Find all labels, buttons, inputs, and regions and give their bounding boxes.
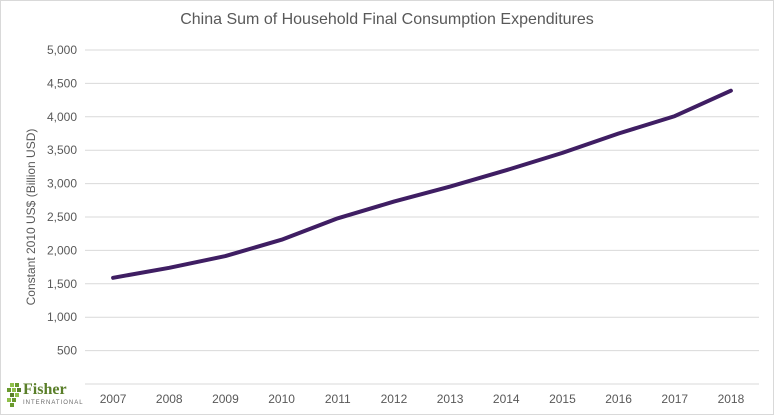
x-tick-label: 2011	[325, 392, 351, 406]
x-tick-label: 2007	[100, 392, 127, 406]
logo-subtitle: INTERNATIONAL	[23, 400, 84, 406]
series-layer	[111, 88, 733, 280]
x-tick-label: 2008	[156, 392, 183, 406]
series-line	[111, 88, 733, 280]
data-point	[393, 201, 395, 203]
data-point	[168, 267, 170, 269]
x-tick-label: 2015	[549, 392, 576, 406]
data-point	[224, 255, 226, 257]
x-tick-label: 2017	[661, 392, 688, 406]
x-tick-labels: 2007 2008 2009 2010 2011 2012 2013 2014 2015 2016…	[100, 392, 745, 406]
y-tick-label: 2,500	[47, 210, 77, 224]
y-tick-label: 1,500	[47, 277, 77, 291]
y-tick-label: 500	[57, 344, 77, 358]
x-tick-label: 2012	[381, 392, 408, 406]
x-tick-label: 2009	[212, 392, 239, 406]
data-point	[618, 133, 620, 134]
x-tick-label: 2010	[268, 392, 295, 406]
y-axis-title: Constant 2010 US$ (Billion USD)	[24, 129, 38, 306]
chart-title: China Sum of Household Final Consumption…	[180, 11, 594, 28]
x-tick-label: 2014	[493, 392, 520, 406]
data-point	[561, 152, 563, 154]
y-tick-label: 3,500	[47, 143, 77, 157]
x-tick-label: 2013	[437, 392, 464, 406]
y-tick-label: 2,000	[47, 243, 77, 257]
data-point	[112, 277, 114, 279]
data-point	[674, 115, 676, 117]
data-point	[505, 169, 507, 171]
y-tick-label: 1,000	[47, 310, 77, 324]
data-point	[730, 90, 732, 92]
data-point	[281, 239, 283, 241]
y-tick-label: 5,000	[47, 43, 77, 57]
x-tick-label: 2016	[605, 392, 632, 406]
logo-name: Fisher	[23, 381, 67, 398]
y-tick-label: 3,000	[47, 177, 77, 191]
fisher-logo-icon	[7, 383, 21, 407]
x-tick-label: 2018	[718, 392, 745, 406]
data-point	[449, 186, 451, 188]
gridlines	[85, 49, 759, 385]
y-tick-label: 4,000	[47, 110, 77, 124]
data-point	[337, 217, 339, 219]
y-tick-labels: 500 1,000 1,500 2,000 2,500 3,000 3,500 4,000 4,…	[47, 43, 77, 358]
fisher-logo: Fisher INTERNATIONAL	[7, 381, 87, 411]
y-tick-label: 4,500	[47, 76, 77, 90]
